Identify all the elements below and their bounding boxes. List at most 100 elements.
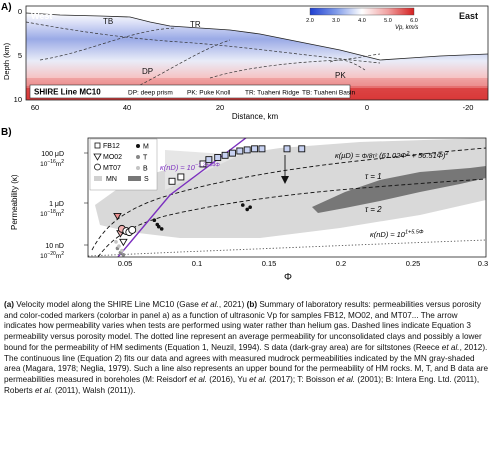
point-fb12 <box>229 149 236 157</box>
legend-b: B <box>143 166 148 173</box>
x-tick: 40 <box>123 103 131 112</box>
x-tick: 0.05 <box>118 259 133 268</box>
panel-a-xlabel: Distance, km <box>232 112 279 121</box>
panel-b-frame <box>87 137 487 258</box>
eq-purple: κ(nD) ≈ 10−1.2+44Φ <box>160 163 220 173</box>
legend-mn: MN <box>106 176 117 183</box>
legend-item: DP: deep prism <box>128 90 173 97</box>
panel-b-xlabel: Φ <box>284 272 292 283</box>
colorbar-tick: 6.0 <box>410 18 418 24</box>
panel-b: B) Permeability (κ) 1 <box>1 127 488 283</box>
line-legend: SHIRE Line MC10 DP: deep prism PK: Puke … <box>29 84 355 99</box>
caption-text: Summary of laboratory results: permeabil… <box>4 300 482 352</box>
panel-b-legend: FB12 MO02 MT07 MN M T B S <box>89 138 158 191</box>
legend-fb12: FB12 <box>103 143 120 150</box>
y-tick-left: 10 nD <box>45 243 64 250</box>
neuzil-dotted-line <box>88 239 486 257</box>
point-m <box>156 224 161 229</box>
x-tick: 0.25 <box>406 259 421 268</box>
point-mt07 <box>128 226 137 234</box>
legend-title: SHIRE Line MC10 <box>34 88 101 97</box>
tau1-dashed-line <box>91 147 486 251</box>
caption-etal: et al. <box>34 385 53 395</box>
point-m <box>152 218 157 223</box>
caption-b-tag: (b) <box>246 300 258 309</box>
point-fb12 <box>258 145 266 153</box>
point-m <box>159 227 164 231</box>
x-tick: 0.15 <box>262 259 277 268</box>
legend-m: M <box>143 144 149 151</box>
panel-b-label: B) <box>1 127 12 138</box>
point-b <box>120 248 124 253</box>
point-fb12 <box>199 160 207 168</box>
caption-etal: et al. <box>201 300 219 309</box>
x-tick: 60 <box>31 103 39 112</box>
point-fb12 <box>298 145 306 153</box>
legend-t: T <box>143 155 148 162</box>
panel-b-ylabel: Permeability (κ) <box>10 174 19 230</box>
y-tick-right: 10−20m2 <box>40 251 64 260</box>
equation-2-line <box>117 138 247 257</box>
tau2-label: τ = 2 <box>365 205 382 214</box>
caption-text: (2016), Yu <box>206 374 250 384</box>
panel-a: A) Depth (km) West East TB TR DP PK 2.0 <box>1 2 489 121</box>
label-tr: TR <box>190 20 201 29</box>
caption-etal: et al. <box>249 374 267 384</box>
point-fb12 <box>243 146 251 154</box>
label-dp: DP <box>142 67 153 76</box>
caption-text: Velocity model along the SHIRE Line MC10… <box>14 300 202 309</box>
label-east: East <box>459 11 478 21</box>
point-fb12 <box>168 177 176 185</box>
colorbar-tick: 5.0 <box>384 18 392 24</box>
x-tick: 0.1 <box>192 259 202 268</box>
point-fb12 <box>205 156 213 164</box>
legend-s: S <box>144 176 149 183</box>
tau1-label: τ = 1 <box>365 172 382 181</box>
point-m <box>240 203 245 207</box>
caption-text: (2017); T: Boisson <box>266 374 338 384</box>
colorbar-label: Vp, km/s <box>395 25 418 31</box>
point-fb12 <box>236 147 244 155</box>
point-b <box>114 240 118 244</box>
y-tick-right: 10−18m2 <box>40 209 64 218</box>
caption-etal: et al. <box>189 374 207 384</box>
x-tick: -20 <box>463 103 474 112</box>
eq-kozeny-carman: κ(μD) ≈ Φ/8τ² (61.02Φ2 + 56.51Φ)2 <box>335 151 449 160</box>
colorbar-tick: 2.0 <box>306 18 314 24</box>
point-mo02 <box>119 238 128 247</box>
caption-a-tag: (a) <box>4 300 15 309</box>
y-tick: 0 <box>18 7 22 16</box>
tau2-dashed-line <box>97 178 486 257</box>
x-tick: 0.2 <box>336 259 346 268</box>
panel-b-yaxis: 100 μD 10−16m2 1 μD 10−18m2 10 nD 10−20m… <box>40 151 88 260</box>
panel-a-axes: 0 5 10 60 40 20 0 -20 Distance, km <box>14 7 474 121</box>
data-points <box>113 145 306 257</box>
point-fb12 <box>283 145 291 153</box>
point-m <box>248 205 252 210</box>
caption-etal: et al. <box>441 342 460 352</box>
caption-text: , 2021) <box>218 300 247 309</box>
s-siltstone-area <box>312 166 486 213</box>
y-tick: 10 <box>14 95 22 104</box>
legend-item: TR: Tuaheni Ridge <box>245 90 300 97</box>
panel-b-xaxis: 0.05 0.1 0.15 0.2 0.25 0.3 Φ <box>118 259 489 283</box>
x-tick: 0 <box>365 103 369 112</box>
label-west: West <box>31 11 52 21</box>
colorbar-tick: 4.0 <box>358 18 366 24</box>
legend-item: PK: Puke Knoll <box>187 90 231 97</box>
colorbar-tick: 3.0 <box>332 18 340 24</box>
point-m <box>245 207 249 212</box>
caption-etal: et al. <box>337 374 356 384</box>
velocity-model-frame <box>25 5 489 101</box>
seafloor-line <box>26 12 488 61</box>
y-tick-right: 10−16m2 <box>40 159 64 168</box>
point-fb12 <box>177 173 185 181</box>
eq-dotted: κ(nD) ≈ 101+5.5Φ <box>370 230 424 240</box>
colorbar: 2.0 3.0 4.0 5.0 6.0 Vp, km/s <box>306 7 418 31</box>
y-tick: 5 <box>18 51 22 60</box>
panel-a-label: A) <box>1 2 12 13</box>
legend-mt07: MT07 <box>103 165 121 172</box>
point-fb12 <box>221 151 229 159</box>
caption-text: , 2012). The continuous line (Equation 2… <box>4 342 489 384</box>
figure-caption: (a) Velocity model along the SHIRE Line … <box>4 300 490 464</box>
